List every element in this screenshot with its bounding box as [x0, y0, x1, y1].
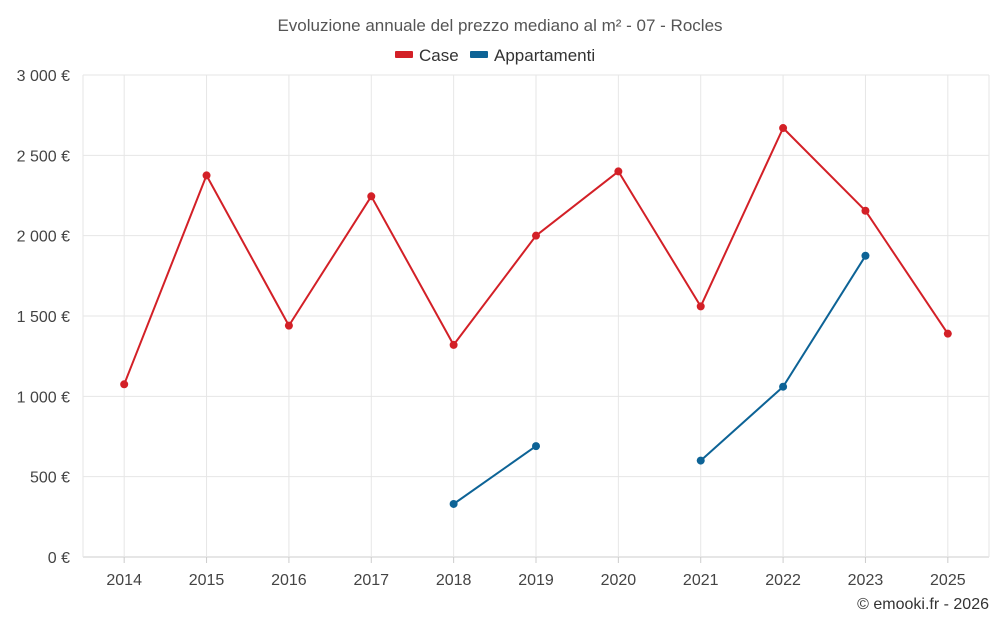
data-point-case[interactable] — [614, 167, 623, 176]
x-tick-label: 2014 — [106, 572, 142, 589]
x-tick-label: 2023 — [848, 572, 884, 589]
legend-swatch-appartamenti — [470, 51, 488, 58]
legend-label-appartamenti: Appartamenti — [494, 46, 595, 65]
y-tick-label: 2 000 € — [17, 229, 70, 246]
data-point-case[interactable] — [861, 206, 870, 215]
series-layer — [120, 124, 952, 508]
y-tick-label: 1 000 € — [17, 389, 70, 406]
legend: Case Appartamenti — [395, 46, 595, 65]
credit-text: © emooki.fr - 2026 — [857, 596, 989, 613]
legend-item-appartamenti[interactable]: Appartamenti — [470, 46, 595, 65]
legend-label-case: Case — [419, 46, 459, 65]
x-tick-label: 2020 — [601, 572, 637, 589]
x-tick-label: 2022 — [765, 572, 801, 589]
series-line-appartamenti — [453, 445, 537, 505]
legend-swatch-case — [395, 51, 413, 58]
data-point-case[interactable] — [779, 124, 788, 133]
legend-item-case[interactable]: Case — [395, 46, 459, 65]
data-point-case[interactable] — [532, 231, 540, 240]
data-point-case[interactable] — [120, 380, 129, 389]
x-tick-label: 2018 — [436, 572, 472, 589]
x-tick-label: 2019 — [518, 572, 554, 589]
grid — [82, 74, 990, 558]
y-tick-label: 2 500 € — [17, 148, 70, 165]
x-tick-label: 2025 — [930, 572, 966, 589]
data-point-appartamenti[interactable] — [532, 442, 540, 451]
x-tick-label: 2021 — [683, 572, 719, 589]
data-point-case[interactable] — [367, 192, 376, 201]
axes: 0 € 500 € 1 000 € 1 500 € 2 000 € 2 500 € 3 00… — [17, 68, 966, 589]
data-point-case[interactable] — [696, 302, 705, 311]
data-point-appartamenti[interactable] — [861, 251, 870, 260]
data-point-appartamenti[interactable] — [779, 382, 788, 391]
x-tick-label: 2017 — [353, 572, 389, 589]
data-point-case[interactable] — [449, 340, 458, 349]
data-point-appartamenti[interactable] — [696, 456, 705, 465]
y-tick-label: 3 000 € — [17, 68, 70, 85]
series-appartamenti — [449, 251, 870, 508]
x-tick-label: 2015 — [189, 572, 225, 589]
data-point-case[interactable] — [943, 329, 952, 338]
chart-title: Evoluzione annuale del prezzo mediano al… — [277, 16, 722, 35]
y-tick-label: 500 € — [30, 470, 70, 487]
data-point-case[interactable] — [284, 321, 293, 330]
x-tick-label: 2016 — [271, 572, 307, 589]
y-tick-label: 0 € — [48, 550, 70, 567]
data-point-appartamenti[interactable] — [449, 499, 458, 508]
series-case — [120, 124, 952, 389]
data-point-case[interactable] — [202, 171, 211, 180]
y-tick-label: 1 500 € — [17, 309, 70, 326]
